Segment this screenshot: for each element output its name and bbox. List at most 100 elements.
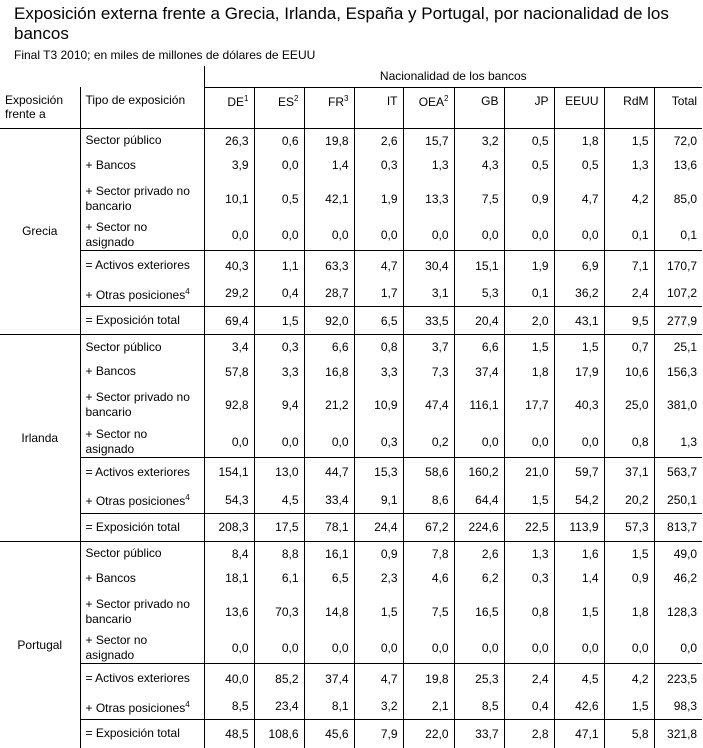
value-cell: 4,7 — [353, 663, 403, 694]
value-cell: 154,1 — [203, 456, 254, 487]
group-cell: Irlanda — [0, 334, 80, 541]
value-cell: 4,5 — [253, 487, 304, 513]
row-label-text: + Sector privado no bancario — [85, 596, 190, 626]
value-cell: 1,5 — [503, 487, 554, 513]
table-row: = Activos exteriores 40,3 1,1 63,3 4,7 30,4 15… — [0, 250, 703, 281]
value-cell: 15,1 — [453, 250, 504, 281]
column-header: ES2 — [253, 87, 304, 129]
row-label-text: = Exposición total — [85, 313, 180, 327]
row-label-text: = Exposición total — [85, 726, 180, 741]
superscript: 4 — [185, 493, 190, 503]
value-cell: 0,0 — [453, 633, 504, 664]
value-cell: 250,1 — [653, 487, 703, 513]
value-cell: 0,9 — [503, 177, 554, 220]
row-label: Sector público — [79, 127, 204, 153]
value-cell: 48,5 — [203, 719, 254, 748]
value-cell: 85,2 — [253, 663, 304, 694]
value-cell: 0,0 — [253, 633, 304, 664]
value-cell: 0,0 — [503, 633, 554, 664]
value-cell: 92,0 — [303, 306, 354, 335]
column-header: IT — [353, 87, 403, 129]
value-cell: 20,4 — [453, 306, 504, 335]
column-header: Total — [653, 87, 703, 129]
row-label: + Otras posiciones4 — [79, 693, 204, 720]
value-cell: 14,8 — [303, 590, 354, 633]
table-row: Grecia Sector público 26,3 0,6 19,8 2,6 15,7 3,… — [0, 127, 703, 335]
value-cell: 1,3 — [603, 153, 654, 177]
row-label-text: + Sector privado no bancario — [85, 183, 190, 213]
value-cell: 16,1 — [303, 540, 354, 566]
value-cell: 0,5 — [253, 177, 304, 220]
value-cell: 0,8 — [353, 334, 403, 360]
value-cell: 18,1 — [203, 566, 254, 590]
value-cell: 42,6 — [553, 693, 604, 720]
table-row: + Sector no asignado 0,0 0,0 0,0 0,0 0,0 0,0 0,… — [0, 220, 703, 251]
value-cell: 46,2 — [653, 566, 703, 590]
table-row: = Exposición total 69,4 1,5 92,0 6,5 33,5 20,4… — [0, 306, 703, 335]
value-cell: 47,4 — [402, 383, 454, 427]
value-cell: 25,0 — [603, 383, 654, 427]
value-cell: 7,5 — [453, 177, 504, 220]
column-header-text: RdM — [623, 93, 649, 108]
value-cell: 64,4 — [453, 487, 504, 513]
value-cell: 54,2 — [553, 487, 604, 513]
value-cell: 3,9 — [203, 153, 254, 177]
column-header-text: OEA — [418, 94, 445, 109]
value-cell: 9,4 — [253, 383, 304, 427]
value-cell: 0,0 — [203, 220, 254, 251]
table-row: + Bancos 57,8 3,3 16,8 3,3 7,3 37,4 1,8 17,9 10,6… — [0, 359, 703, 384]
superscript: 4 — [185, 699, 190, 709]
value-cell: 0,0 — [253, 220, 304, 251]
value-cell: 3,7 — [402, 334, 454, 360]
value-cell: 4,5 — [553, 663, 604, 694]
value-cell: 0,1 — [603, 220, 654, 251]
value-cell: 3,2 — [453, 127, 504, 153]
value-cell: 40,3 — [553, 383, 604, 427]
value-cell: 67,2 — [402, 512, 454, 541]
column-header-text: Tipo de exposición — [85, 93, 186, 107]
value-cell: 72,0 — [653, 127, 703, 153]
value-cell: 0,8 — [603, 426, 654, 457]
value-cell: 0,0 — [553, 426, 604, 457]
value-cell: 223,5 — [653, 663, 703, 694]
group-header: Nacionalidad de los bancos — [203, 66, 703, 88]
value-cell: 15,3 — [353, 456, 403, 487]
value-cell: 0,4 — [503, 693, 554, 720]
header-row: Exposición frente a Tipo de exposición DE1… — [0, 87, 703, 129]
value-cell: 28,7 — [303, 280, 354, 307]
value-cell: 4,3 — [453, 153, 504, 177]
value-cell: 23,4 — [253, 693, 304, 720]
value-cell: 156,3 — [653, 359, 703, 384]
value-cell: 44,7 — [303, 456, 354, 487]
value-cell: 0,1 — [653, 220, 703, 251]
value-cell: 40,3 — [203, 250, 254, 281]
table-row: = Activos exteriores 154,1 13,0 44,7 15,3 58,… — [0, 456, 703, 487]
value-cell: 0,0 — [253, 426, 304, 457]
value-cell: 0,0 — [253, 153, 304, 177]
value-cell: 98,3 — [653, 693, 703, 720]
row-label: + Bancos — [79, 153, 204, 177]
value-cell: 0,0 — [453, 220, 504, 251]
value-cell: 37,1 — [603, 456, 654, 487]
value-cell: 1,8 — [503, 359, 554, 384]
value-cell: 29,2 — [203, 280, 254, 307]
column-header-text: DE — [227, 94, 245, 109]
row-label-text: + Sector no asignado — [85, 426, 148, 456]
value-cell: 0,3 — [503, 566, 554, 590]
value-cell: 0,0 — [603, 633, 654, 664]
value-cell: 6,1 — [253, 566, 304, 590]
column-header: JP — [503, 87, 554, 129]
value-cell: 57,3 — [603, 512, 654, 541]
value-cell: 1,3 — [503, 540, 554, 566]
value-cell: 24,4 — [353, 512, 403, 541]
value-cell: 17,7 — [503, 383, 554, 427]
table-row: + Otras posiciones4 8,5 23,4 8,1 3,2 2,1 8,5 0,… — [0, 693, 703, 720]
value-cell: 57,8 — [203, 359, 254, 384]
column-header: RdM — [603, 87, 654, 129]
value-cell: 0,0 — [503, 220, 554, 251]
value-cell: 19,8 — [303, 127, 354, 153]
value-cell: 3,3 — [253, 359, 304, 384]
row-label: = Activos exteriores — [79, 663, 204, 694]
value-cell: 1,5 — [553, 590, 604, 633]
value-cell: 2,3 — [353, 566, 403, 590]
